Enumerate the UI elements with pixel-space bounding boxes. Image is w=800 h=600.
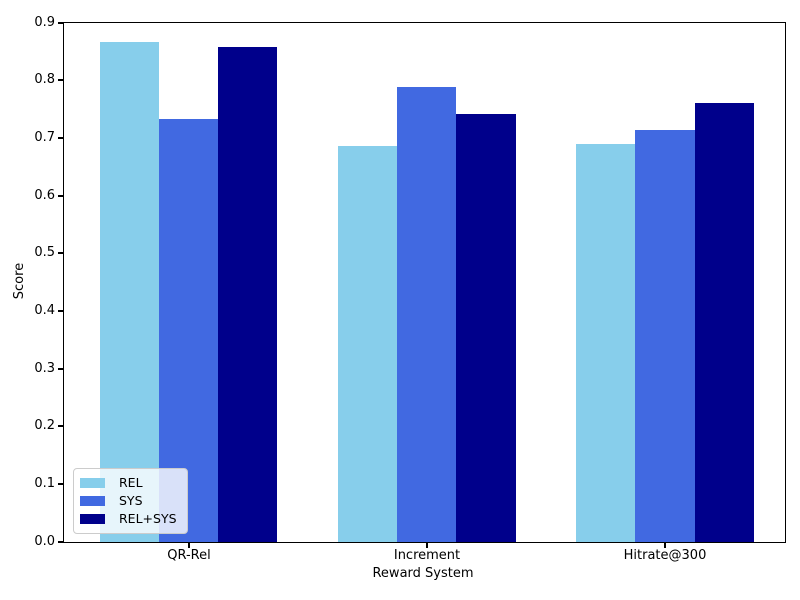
x-axis-label: Reward System <box>372 566 474 581</box>
x-tick-label-qr-rel: QR-Rel <box>167 548 211 563</box>
legend-label-sys: SYS <box>119 493 143 508</box>
plot-area <box>63 22 786 543</box>
y-tick-mark-0.3 <box>58 368 63 370</box>
legend: REL SYS REL+SYS <box>73 468 188 534</box>
bar-rel-sys-increment <box>456 113 516 542</box>
legend-entry-sys: SYS <box>80 492 179 510</box>
legend-entry-rel: REL <box>80 474 179 492</box>
y-tick-mark-0.2 <box>58 425 63 427</box>
bar-rel-sys-qr-rel <box>218 47 278 542</box>
y-tick-mark-0.5 <box>58 252 63 254</box>
y-tick-label-0.3: 0.3 <box>34 361 55 376</box>
bar-sys-hitrate-300 <box>635 129 695 542</box>
legend-swatch-rel-sys <box>80 514 105 524</box>
y-tick-label-0.6: 0.6 <box>34 188 55 203</box>
y-tick-mark-0.6 <box>58 195 63 197</box>
x-tick-mark-increment <box>426 543 428 548</box>
legend-label-rel-sys: REL+SYS <box>119 511 177 526</box>
x-tick-mark-hitrate-300 <box>664 543 666 548</box>
legend-label-rel: REL <box>119 475 143 490</box>
x-tick-label-hitrate-300: Hitrate@300 <box>623 548 707 563</box>
y-tick-mark-0.8 <box>58 79 63 81</box>
y-tick-label-0.5: 0.5 <box>34 245 55 260</box>
x-tick-label-increment: Increment <box>393 548 461 563</box>
y-tick-mark-0.0 <box>58 541 63 543</box>
legend-swatch-rel <box>80 478 105 488</box>
bar-rel-qr-rel <box>99 42 159 542</box>
y-tick-mark-0.4 <box>58 310 63 312</box>
bar-sys-increment <box>397 87 457 542</box>
legend-entry-rel-sys: REL+SYS <box>80 510 179 528</box>
y-tick-mark-0.1 <box>58 483 63 485</box>
bar-rel-hitrate-300 <box>575 143 636 542</box>
bar-rel-increment <box>337 145 398 542</box>
y-tick-label-0.8: 0.8 <box>34 72 55 87</box>
y-tick-label-0.0: 0.0 <box>34 534 55 549</box>
y-tick-label-0.1: 0.1 <box>34 476 55 491</box>
legend-swatch-sys <box>80 496 105 506</box>
y-tick-mark-0.7 <box>58 137 63 139</box>
y-tick-label-0.7: 0.7 <box>34 130 55 145</box>
y-tick-mark-0.9 <box>58 22 63 24</box>
x-tick-mark-qr-rel <box>188 543 190 548</box>
bar-rel-sys-hitrate-300 <box>694 103 754 542</box>
y-tick-label-0.2: 0.2 <box>34 418 55 433</box>
y-tick-label-0.4: 0.4 <box>34 303 55 318</box>
y-tick-label-0.9: 0.9 <box>34 15 55 30</box>
